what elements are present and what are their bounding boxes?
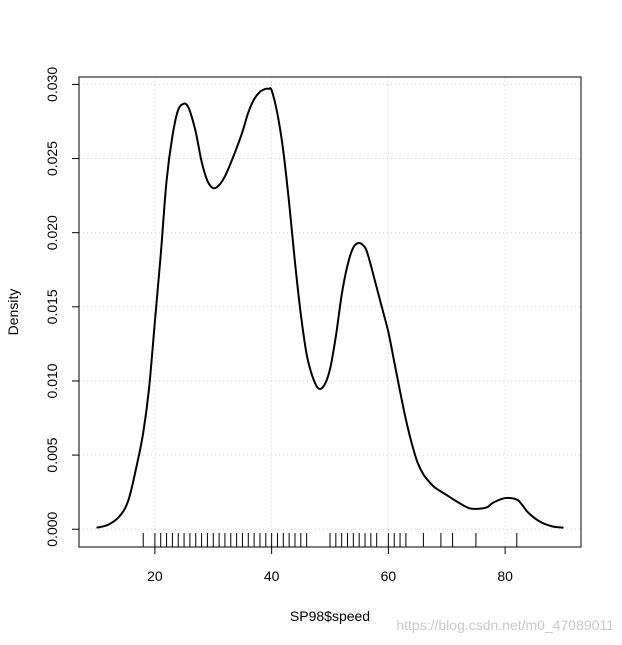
y-tick-label: 0.020 xyxy=(44,215,60,250)
x-axis-title: SP98$speed xyxy=(290,608,370,624)
y-axis: 0.000 0.005 0.010 0.015 0.020 0.025 0.030 xyxy=(44,67,80,547)
x-axis: 20 40 60 80 xyxy=(147,546,513,584)
y-axis-title: Density xyxy=(5,289,21,336)
rug-marks xyxy=(142,533,518,547)
y-tick-label: 0.015 xyxy=(44,289,60,324)
y-tick-label: 0.025 xyxy=(44,141,60,176)
y-tick-label: 0.005 xyxy=(44,437,60,472)
y-tick-label: 0.010 xyxy=(44,363,60,398)
x-tick-label: 80 xyxy=(497,568,513,584)
x-tick-label: 60 xyxy=(381,568,397,584)
plot-box xyxy=(78,76,582,548)
x-tick-label: 40 xyxy=(264,568,280,584)
density-curve xyxy=(96,87,564,529)
y-tick-label: 0.000 xyxy=(44,511,60,546)
grid-lines xyxy=(79,77,581,547)
watermark-text: https://blog.csdn.net/m0_47089011 xyxy=(396,617,614,633)
x-tick-label: 20 xyxy=(147,568,163,584)
y-tick-label: 0.030 xyxy=(44,67,60,102)
